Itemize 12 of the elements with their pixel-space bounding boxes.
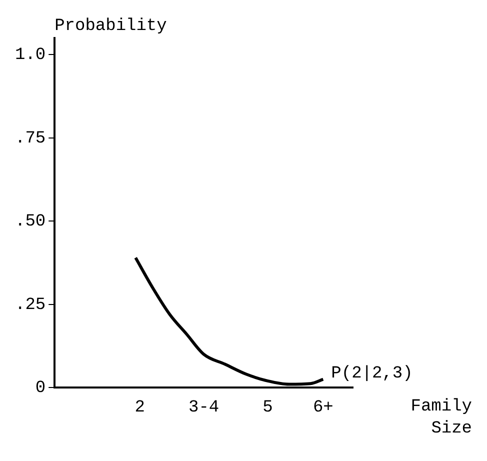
y-tick-label: 1.0 [14, 46, 46, 66]
x-tick-label: 3-4 [188, 398, 220, 418]
y-tick-label: 0 [35, 379, 46, 398]
x-tick-label: 6+ [312, 398, 334, 418]
y-tick-label: .25 [14, 296, 46, 315]
y-tick-label: .50 [14, 212, 46, 232]
y-axis-title: Probability [54, 17, 167, 36]
x-tick-label: 2 [134, 398, 145, 418]
x-axis-title: Family Size [410, 398, 472, 439]
annotation: P(2|2,3) [331, 364, 413, 384]
x-tick-label: 5 [262, 398, 273, 418]
y-tick-label: .75 [14, 129, 46, 148]
